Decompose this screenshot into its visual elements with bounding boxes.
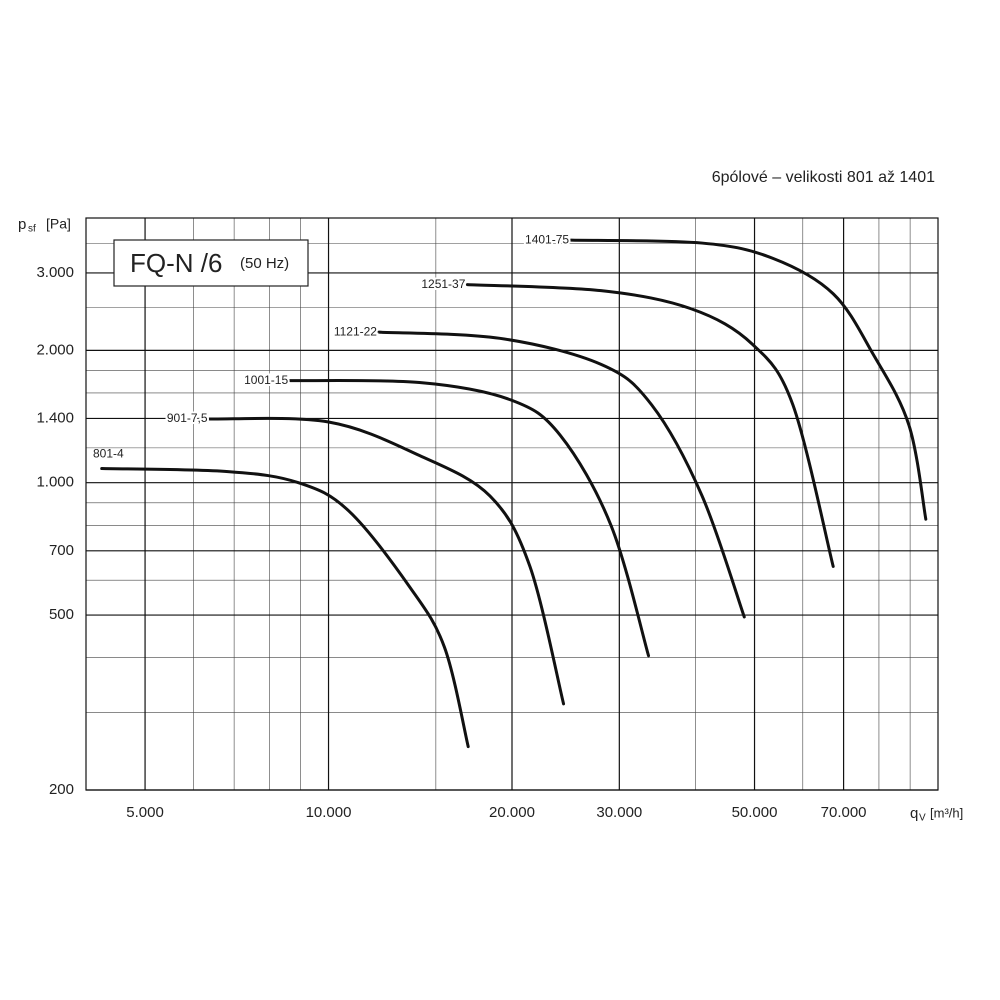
y-tick-label: 2.000 — [36, 341, 74, 358]
y-tick-label: 200 — [49, 781, 74, 798]
plot-frame — [85, 217, 939, 791]
x-label-subscript: V — [919, 813, 926, 824]
x-axis-label: q V [m³/h] — [910, 805, 963, 824]
box-title: FQ-N /6 — [130, 248, 222, 278]
x-tick-label: 20.000 — [489, 804, 535, 821]
x-tick-label: 70.000 — [821, 804, 867, 821]
fan-curve — [465, 283, 835, 568]
title-box: FQ-N /6 (50 Hz) — [113, 239, 309, 287]
y-tick-label: 1.400 — [36, 409, 74, 426]
fan-curve — [100, 467, 470, 749]
fan-curve — [569, 238, 928, 521]
title-box-frame — [113, 239, 309, 287]
x-tick-label: 10.000 — [306, 804, 352, 821]
x-tick-label: 5.000 — [126, 804, 164, 821]
fan-curve — [208, 416, 566, 706]
y-label-subscript: sf — [28, 224, 36, 235]
x-tick-label: 50.000 — [732, 804, 778, 821]
curve-label: 1401-75 — [525, 232, 569, 246]
curve-label: 1001-15 — [244, 373, 288, 387]
y-tick-label: 700 — [49, 542, 74, 559]
x-label-unit: [m³/h] — [930, 805, 963, 820]
x-tick-label: 30.000 — [596, 804, 642, 821]
curve-label: 1251-37 — [421, 277, 465, 291]
y-axis-label: p sf [Pa] — [18, 216, 71, 235]
chart-subtitle: 6pólové – velikosti 801 až 1401 — [712, 169, 935, 186]
y-label-unit: [Pa] — [46, 216, 71, 232]
curve-label: 801-4 — [93, 447, 124, 461]
y-tick-label: 3.000 — [36, 264, 74, 281]
y-tick-label: 500 — [49, 606, 74, 623]
fan-curve — [377, 330, 746, 619]
curve-label: 1121-22 — [334, 324, 377, 338]
curve-label: 901-7,5 — [167, 411, 208, 425]
y-label-symbol: p — [18, 216, 26, 233]
fan-curve — [288, 378, 651, 658]
x-label-symbol: q — [910, 805, 918, 822]
box-subtitle: (50 Hz) — [240, 255, 289, 272]
y-tick-label: 1.000 — [36, 474, 74, 491]
